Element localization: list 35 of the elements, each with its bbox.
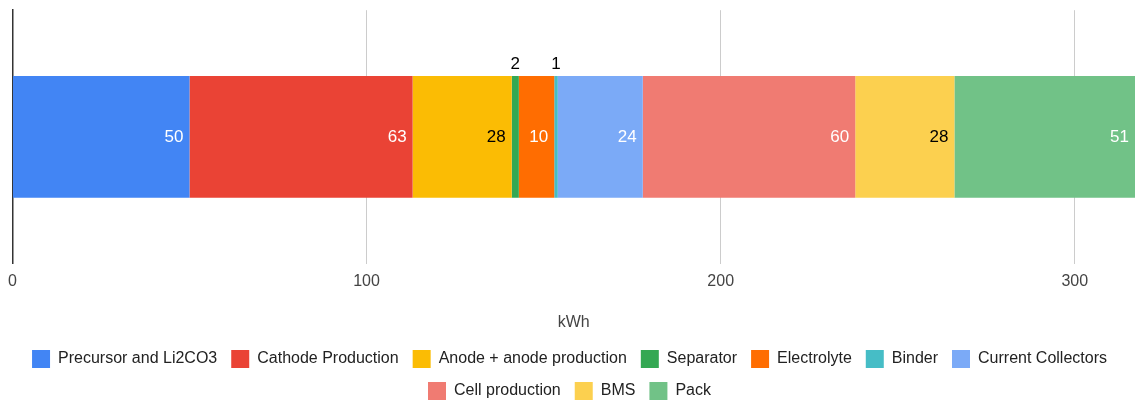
data-label: 50 bbox=[164, 126, 184, 146]
x-tick-label: 100 bbox=[353, 271, 381, 289]
legend-label: Separator bbox=[666, 349, 738, 367]
legend-label: Cathode Production bbox=[257, 349, 399, 367]
legend-label: Anode + anode production bbox=[438, 349, 627, 367]
bar bbox=[518, 76, 555, 198]
bar bbox=[642, 76, 856, 198]
bar bbox=[557, 76, 643, 198]
legend-label: Electrolyte bbox=[777, 349, 852, 367]
legend-label: Precursor and Li2CO3 bbox=[58, 349, 218, 367]
data-label: 60 bbox=[830, 126, 850, 146]
data-label: 63 bbox=[387, 126, 407, 146]
data-label: 1 bbox=[551, 53, 561, 73]
x-tick-label: 0 bbox=[8, 271, 17, 289]
data-label: 28 bbox=[929, 126, 949, 146]
bar bbox=[412, 76, 512, 198]
legend-label: Pack bbox=[675, 381, 712, 399]
legend-label: Current Collectors bbox=[978, 349, 1107, 367]
data-label: 51 bbox=[1110, 126, 1129, 146]
legend-label: Cell production bbox=[454, 381, 561, 399]
legend-label: Binder bbox=[891, 349, 939, 367]
bar bbox=[189, 76, 413, 198]
bar bbox=[12, 76, 190, 198]
data-label: 24 bbox=[617, 126, 637, 146]
data-label: 10 bbox=[529, 126, 549, 146]
x-axis-title: kWh bbox=[557, 312, 590, 330]
x-tick-label: 200 bbox=[707, 271, 735, 289]
legend-label: BMS bbox=[600, 381, 636, 399]
data-label: 2 bbox=[510, 53, 521, 73]
data-label: 28 bbox=[486, 126, 506, 146]
bar bbox=[954, 76, 1135, 198]
bar bbox=[554, 76, 558, 198]
bar bbox=[855, 76, 955, 198]
x-tick-label: 300 bbox=[1061, 271, 1089, 289]
bar bbox=[511, 76, 519, 198]
